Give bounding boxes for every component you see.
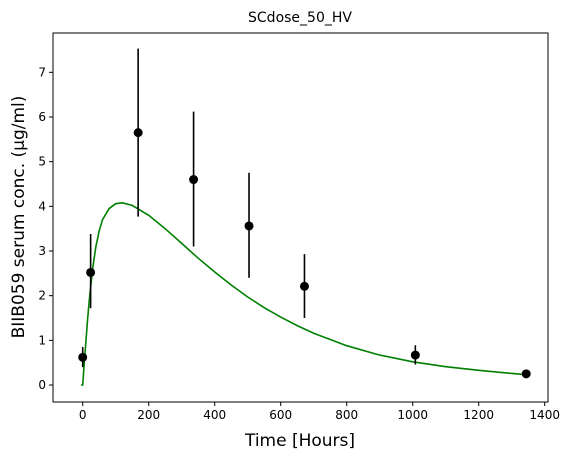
x-axis-label: Time [Hours]: [244, 431, 355, 451]
x-tick-label: 400: [203, 408, 226, 422]
x-tick-label: 1000: [397, 408, 428, 422]
data-point-0: [78, 352, 88, 362]
y-axis-label: BIIB059 serum conc. (µg/ml): [9, 96, 29, 339]
y-tick-label: 2: [38, 289, 46, 303]
x-tick-label: 600: [269, 408, 292, 422]
data-point-6: [410, 350, 420, 360]
y-tick-label: 5: [38, 155, 46, 169]
data-point-5: [299, 281, 309, 291]
y-tick-label: 6: [38, 110, 46, 124]
y-tick-label: 4: [38, 199, 46, 213]
data-point-2: [133, 128, 143, 138]
x-tick-label: 200: [137, 408, 160, 422]
axes: 0 200 400 600 800 1000 1200 1400 0 1 2 3 4 5 6 7: [38, 32, 560, 422]
y-tick-label: 1: [38, 333, 46, 347]
x-tick-label: 800: [335, 408, 358, 422]
x-tick-label: 1200: [463, 408, 494, 422]
x-tick-label: 0: [79, 408, 87, 422]
data-point-4: [244, 221, 254, 231]
chart-title: SCdose_50_HV: [248, 10, 352, 26]
data-point-3: [189, 175, 199, 185]
y-tick-label: 7: [38, 65, 46, 79]
y-tick-label: 3: [38, 244, 46, 258]
data-point-1: [86, 267, 96, 277]
data-point-7: [521, 369, 531, 379]
plot-frame: [52, 32, 549, 403]
plot-area: [78, 48, 531, 386]
x-tick-label: 1400: [529, 408, 560, 422]
y-tick-label: 0: [38, 378, 46, 392]
